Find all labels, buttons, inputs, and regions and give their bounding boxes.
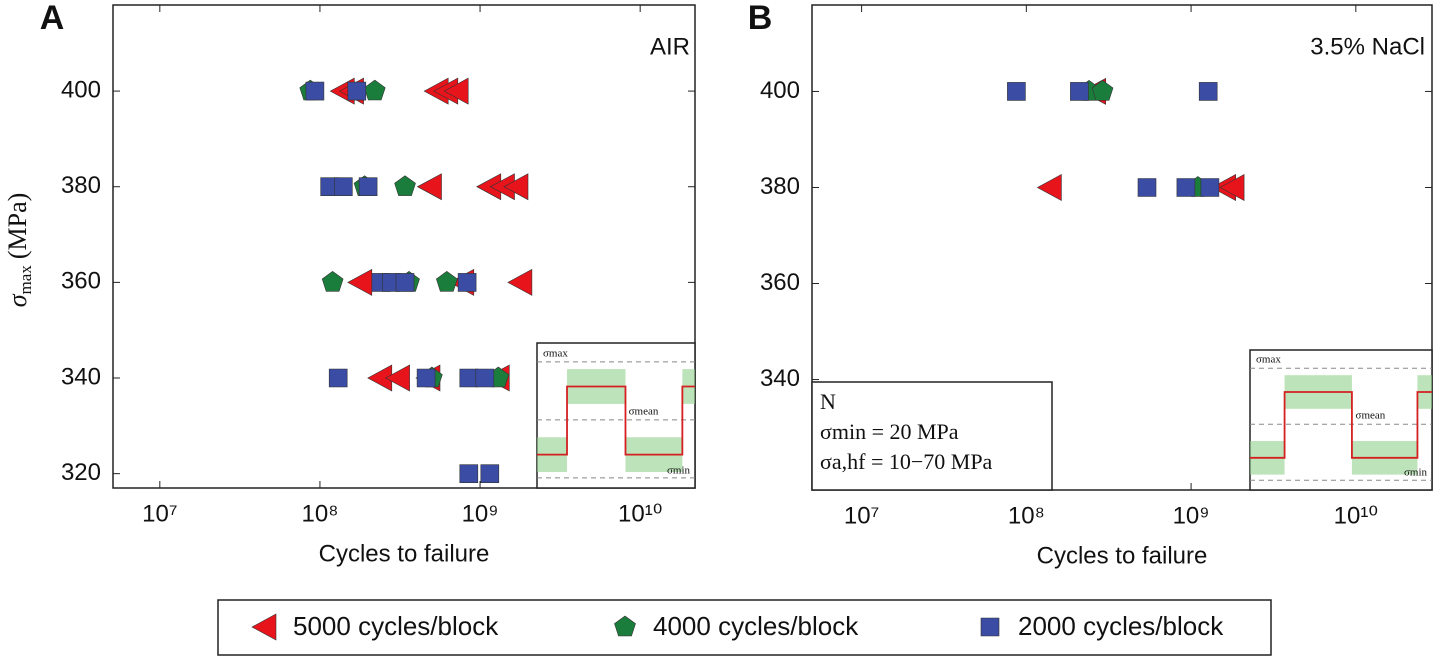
inset-label: σmax [543,347,568,359]
legend-label: 2000 cycles/block [1018,611,1224,641]
marker [443,77,469,105]
legend-marker [980,617,1000,637]
y-label-subscript: max [16,265,35,295]
legend-label: 4000 cycles/block [653,611,859,641]
marker [1091,80,1114,101]
legend-label: 5000 cycles/block [293,611,499,641]
marker [347,268,373,296]
plot-frame [811,4,1433,491]
x-tick-label: 10¹⁰ [618,500,662,527]
panel-label: A [40,0,65,37]
marker [1200,178,1220,197]
y-tick-label: 340 [61,363,101,390]
marker [459,464,479,484]
panel-label: B [748,0,773,37]
marker [457,273,477,292]
y-label-unit: (MPa) [3,193,32,259]
annotation: AIR [650,33,690,60]
marker [459,368,479,388]
y-tick-label: 400 [61,76,101,103]
y-tick-label: 320 [61,459,101,486]
inset-label: σmin [667,464,691,476]
y-tick-label: 380 [61,172,101,199]
legend-marker [251,613,277,641]
x-tick-label: 10⁷ [844,502,879,529]
y-tick-label: 400 [760,77,800,104]
plot-frame [112,4,696,489]
marker [1137,178,1157,197]
note-line: σa,hf = 10−70 MPa [820,449,993,474]
marker [1198,82,1218,101]
inset-label: σmin [1404,467,1428,479]
legend-marker [614,615,636,637]
inset-label: σmean [629,405,659,417]
marker [475,368,495,388]
x-tick-label: 10¹⁰ [1334,502,1378,529]
marker [1007,82,1026,101]
marker [328,368,348,388]
x-axis-label: Cycles to failure [1037,542,1208,569]
y-tick-label: 360 [760,269,800,296]
marker [480,464,500,484]
marker [363,79,386,101]
marker [395,273,415,292]
marker [394,175,416,196]
marker [321,271,344,292]
y-tick-label: 340 [760,365,800,392]
y-tick-label: 380 [760,173,800,200]
marker [358,177,378,196]
inset-signal [537,385,695,456]
marker [384,364,410,392]
marker [416,173,442,201]
legend-box [217,599,1272,656]
marker [1070,82,1089,101]
x-tick-label: 10⁹ [462,500,499,527]
note-line: σmin = 20 MPa [820,419,959,444]
y-axis-label: σmax (MPa) [3,193,35,308]
inset-signal [1250,391,1432,459]
x-tick-label: 10⁷ [142,500,177,527]
marker [347,81,367,101]
marker [436,271,458,292]
marker [503,173,529,201]
y-tick-label: 360 [61,268,101,295]
marker [1219,173,1245,202]
x-tick-label: 10⁸ [1008,502,1045,529]
marker [416,368,436,388]
y-label-symbol: σ [3,293,32,307]
note-line: N [820,389,836,414]
inset-label: σmean [1356,410,1386,422]
marker [305,81,325,101]
marker [1036,173,1062,202]
marker [333,177,353,196]
x-tick-label: 10⁹ [1173,502,1210,529]
inset-label: σmax [1256,354,1281,366]
marker [507,268,533,296]
x-axis-label: Cycles to failure [319,540,490,567]
marker [1176,178,1196,197]
annotation: 3.5% NaCl [1310,33,1425,60]
x-tick-label: 10⁸ [302,500,339,527]
note-box [811,381,1053,491]
